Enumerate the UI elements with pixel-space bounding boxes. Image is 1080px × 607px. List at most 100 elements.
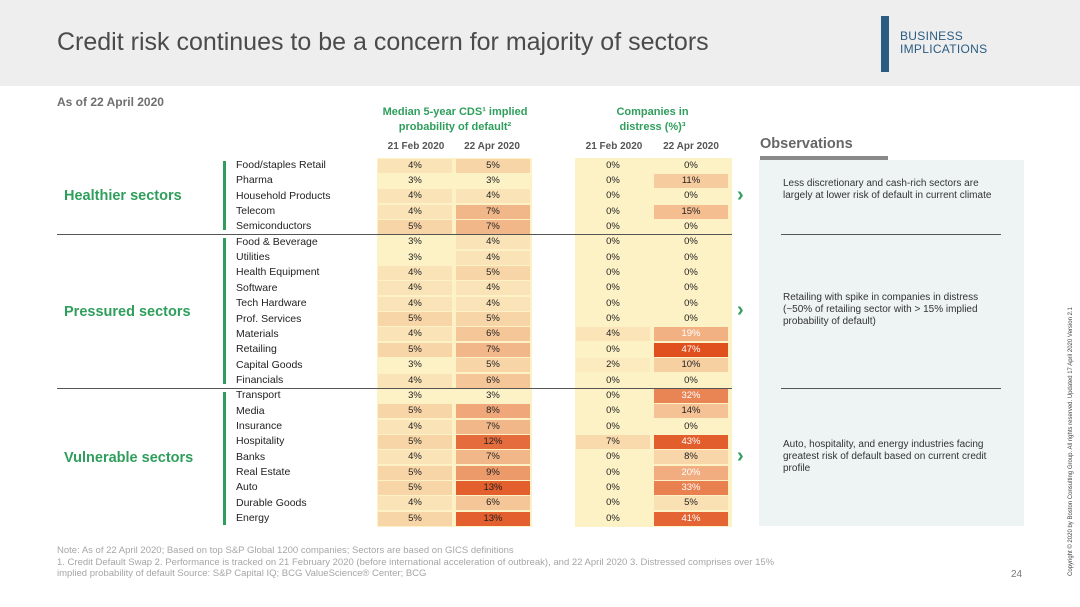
cell-cds-apr: 8% — [456, 404, 530, 419]
cell-cds-apr: 5% — [456, 312, 530, 327]
cell-dis-feb: 2% — [576, 358, 650, 373]
cell-cds-apr: 7% — [456, 342, 530, 357]
footnote-line-3: implied probability of default Source: S… — [57, 568, 427, 579]
cell-cds-feb: 5% — [378, 342, 452, 357]
category-vulnerable: Vulnerable sectors — [64, 450, 194, 466]
cell-cds-apr: 5% — [456, 358, 530, 373]
cell-dis-apr: 0% — [654, 266, 728, 281]
cell-dis-apr: 14% — [654, 404, 728, 419]
sector-name: Software — [236, 281, 278, 294]
cell-dis-feb: 0% — [576, 496, 650, 511]
sector-name: Energy — [236, 512, 270, 525]
cell-cds-apr: 6% — [456, 373, 530, 388]
cell-cds-feb: 3% — [378, 235, 452, 250]
cell-dis-apr: 0% — [654, 158, 728, 173]
cell-cds-feb: 4% — [378, 281, 452, 296]
chevron-right-icon: › — [737, 445, 744, 467]
cell-dis-feb: 0% — [576, 342, 650, 357]
cell-cds-apr: 5% — [456, 266, 530, 281]
cell-cds-apr: 6% — [456, 327, 530, 342]
cell-cds-feb: 4% — [378, 327, 452, 342]
chevron-right-icon: › — [737, 299, 744, 321]
healthier-bracket — [223, 161, 226, 230]
sector-name: Prof. Services — [236, 312, 302, 325]
cell-dis-apr: 15% — [654, 204, 728, 219]
cell-dis-apr: 32% — [654, 388, 728, 403]
category-healthier: Healthier sectors — [64, 188, 182, 204]
cell-cds-feb: 5% — [378, 312, 452, 327]
distress-header-line-2: distress (%)³ — [619, 121, 686, 133]
date-header-distress-apr: 22 Apr 2020 — [663, 141, 719, 152]
cell-cds-feb: 3% — [378, 173, 452, 188]
date-header-distress-feb: 21 Feb 2020 — [585, 141, 643, 152]
as-of-date: As of 22 April 2020 — [57, 95, 164, 109]
sector-name: Retailing — [236, 343, 277, 356]
footnote-line-1: Note: As of 22 April 2020; Based on top … — [57, 545, 514, 556]
cell-dis-feb: 0% — [576, 189, 650, 204]
sector-name: Financials — [236, 373, 284, 386]
sector-name: Utilities — [236, 251, 270, 264]
sector-name: Durable Goods — [236, 496, 307, 509]
cell-dis-feb: 0% — [576, 281, 650, 296]
cell-cds-apr: 5% — [456, 158, 530, 173]
cell-cds-apr: 4% — [456, 250, 530, 265]
cell-dis-apr: 0% — [654, 281, 728, 296]
observation-vulnerable: Auto, hospitality, and energy industries… — [783, 439, 987, 474]
distress-column-background — [575, 158, 732, 527]
cell-dis-apr: 43% — [654, 434, 728, 449]
cell-cds-apr: 7% — [456, 450, 530, 465]
section-tag-line-1: BUSINESS — [900, 29, 964, 43]
cell-dis-apr: 5% — [654, 496, 728, 511]
cell-cds-apr: 13% — [456, 511, 530, 526]
cell-cds-feb: 3% — [378, 388, 452, 403]
cell-dis-apr: 0% — [654, 250, 728, 265]
observation-healthier: Less discretionary and cash-rich sectors… — [783, 178, 992, 201]
cell-dis-feb: 0% — [576, 511, 650, 526]
cell-cds-feb: 4% — [378, 450, 452, 465]
cell-dis-feb: 0% — [576, 296, 650, 311]
cell-cds-feb: 4% — [378, 266, 452, 281]
category-pressured: Pressured sectors — [64, 304, 191, 320]
cell-dis-feb: 0% — [576, 173, 650, 188]
cell-cds-apr: 7% — [456, 419, 530, 434]
cell-dis-feb: 0% — [576, 419, 650, 434]
sector-name: Capital Goods — [236, 358, 303, 371]
sector-name: Food & Beverage — [236, 235, 318, 248]
footnote-line-2: 1. Credit Default Swap 2. Performance is… — [57, 556, 775, 568]
cell-dis-apr: 0% — [654, 189, 728, 204]
cell-dis-apr: 10% — [654, 358, 728, 373]
sector-name: Pharma — [236, 174, 273, 187]
sector-name: Hospitality — [236, 435, 285, 448]
separator-pressured-vulnerable — [57, 388, 732, 389]
cds-header-line-2: probability of default² — [398, 121, 512, 133]
cell-dis-feb: 0% — [576, 404, 650, 419]
cell-cds-feb: 4% — [378, 204, 452, 219]
cell-cds-feb: 4% — [378, 496, 452, 511]
cell-cds-feb: 5% — [378, 434, 452, 449]
cell-dis-apr: 41% — [654, 511, 728, 526]
cell-cds-feb: 3% — [378, 358, 452, 373]
cell-dis-feb: 0% — [576, 235, 650, 250]
cell-cds-feb: 4% — [378, 189, 452, 204]
sector-name: Materials — [236, 327, 279, 340]
cell-dis-apr: 20% — [654, 465, 728, 480]
sector-name: Banks — [236, 450, 266, 463]
page-title: Credit risk continues to be a concern fo… — [57, 28, 709, 56]
cell-dis-apr: 0% — [654, 235, 728, 250]
cell-dis-apr: 0% — [654, 312, 728, 327]
cell-cds-apr: 9% — [456, 465, 530, 480]
cell-dis-feb: 7% — [576, 434, 650, 449]
cell-dis-feb: 0% — [576, 465, 650, 480]
cell-cds-feb: 5% — [378, 511, 452, 526]
cell-dis-feb: 0% — [576, 204, 650, 219]
observation-separator-2 — [781, 388, 1001, 389]
vulnerable-bracket — [223, 392, 226, 525]
cell-cds-apr: 4% — [456, 235, 530, 250]
cell-cds-apr: 7% — [456, 204, 530, 219]
observations-underline — [760, 156, 888, 160]
page-number: 24 — [1011, 569, 1023, 580]
distress-column-group-header: Companies in distress (%)³ — [590, 105, 715, 135]
cell-dis-apr: 11% — [654, 173, 728, 188]
section-tag: BUSINESS IMPLICATIONS — [900, 30, 987, 56]
sector-name: Auto — [236, 481, 258, 494]
